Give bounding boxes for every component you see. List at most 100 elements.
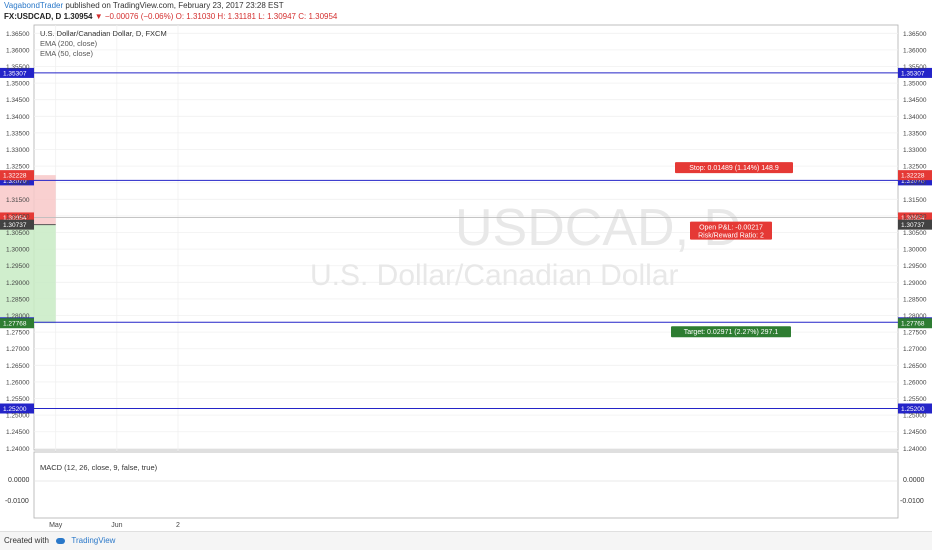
y-tick-label-right: 1.35000	[903, 81, 927, 88]
time-axis: May Jun 2	[49, 522, 180, 529]
x-tick-label: May	[49, 522, 63, 529]
price-badge-left	[0, 219, 34, 230]
y-tick-label-left: 1.25500	[6, 396, 30, 403]
author-link[interactable]: VagabondTrader	[4, 1, 64, 10]
macd-pane[interactable]	[33, 451, 899, 519]
watermark-name: U.S. Dollar/Canadian Dollar	[310, 259, 679, 292]
price-badge-text-left: 1.30954	[3, 215, 27, 222]
publish-info: published on TradingView.com, February 2…	[65, 1, 284, 10]
y-tick-label-right: 1.26500	[903, 363, 927, 370]
level-badge-text-right: 1.35307	[901, 70, 925, 77]
x-tick-label: Jun	[111, 522, 122, 529]
y-tick-label-left: 1.28000	[6, 313, 30, 320]
macd-tick-zero-right: 0.0000	[903, 477, 925, 484]
y-tick-label-left: 1.28500	[6, 296, 30, 303]
y-tick-label-left: 1.36500	[6, 31, 30, 38]
target-label-bg	[671, 326, 791, 338]
y-tick-label-right: 1.35500	[903, 64, 927, 71]
legend-title: U.S. Dollar/Canadian Dollar, D, FXCM	[40, 29, 167, 38]
macd-tick-neg-right: -0.0100	[900, 498, 924, 505]
y-tick-label-left: 1.26500	[6, 363, 30, 370]
y-tick-label-right: 1.24500	[903, 429, 927, 436]
price-badge-text-left: 1.30737	[3, 222, 27, 229]
y-tick-label-left: 1.30000	[6, 247, 30, 254]
y-tick-label-left: 1.32500	[6, 164, 30, 171]
y-tick-label-right: 1.28000	[903, 313, 927, 320]
usdcad-chart[interactable]: USDCAD, D U.S. Dollar/Canadian Dollar 1.…	[0, 0, 932, 531]
y-tick-label-left: 1.33000	[6, 147, 30, 154]
pnl-label-text: Risk/Reward Ratio: 2	[698, 233, 764, 240]
symbol-label: FX:USDCAD, D	[4, 12, 62, 21]
level-badge-right	[898, 67, 932, 78]
price-badge-right	[898, 219, 932, 230]
level-badge-text-left: 1.32070	[3, 178, 27, 185]
y-tick-label-left: 1.33500	[6, 130, 30, 137]
price-change: ▼ −0.00076 (−0.06%)	[94, 12, 174, 21]
price-badge-text-right: 1.30737	[901, 222, 925, 229]
y-tick-label-left: 1.35000	[6, 81, 30, 88]
y-tick-label-left: 1.29000	[6, 280, 30, 287]
y-tick-label-right: 1.27500	[903, 330, 927, 337]
legend-ema200: EMA (200, close)	[40, 39, 98, 48]
y-tick-label-left: 1.25000	[6, 413, 30, 420]
y-tick-label-left: 1.32000	[6, 180, 30, 187]
y-tick-label-right: 1.34500	[903, 97, 927, 104]
y-tick-label-right: 1.29000	[903, 280, 927, 287]
stop-label-bg	[675, 162, 793, 174]
price-badge-right	[898, 318, 932, 329]
x-tick-label: 2	[176, 522, 180, 529]
y-tick-label-left: 1.31500	[6, 197, 30, 204]
price-badge-text-right: 1.32228	[901, 173, 925, 180]
grid-lines	[34, 25, 898, 518]
y-tick-label-right: 1.34000	[903, 114, 927, 121]
target-label-text: Target: 0.02971 (2.27%) 297.1	[684, 329, 779, 336]
target-zone	[0, 224, 56, 324]
y-tick-label-left: 1.26000	[6, 379, 30, 386]
y-tick-label-left: 1.24500	[6, 429, 30, 436]
horizontal-levels: 1.353071.353071.320701.320701.277961.277…	[0, 67, 932, 414]
price-axes: 1.36500 1.36500 1.36000 1.36000 1.35500 1.355…	[6, 31, 927, 453]
level-badge-left	[0, 175, 34, 186]
y-tick-label-right: 1.36500	[903, 31, 927, 38]
y-tick-label-left: 1.27000	[6, 346, 30, 353]
y-tick-label-left: 1.35500	[6, 64, 30, 71]
y-tick-label-right: 1.25000	[903, 413, 927, 420]
level-badge-text-left: 1.25200	[3, 406, 27, 413]
price-badge-left	[0, 170, 34, 181]
y-tick-label-right: 1.27000	[903, 346, 927, 353]
price-badge-text-left: 1.32228	[3, 173, 27, 180]
stop-label-text: Stop: 0.01489 (1.14%) 148.9	[689, 165, 779, 172]
y-tick-label-right: 1.36000	[903, 47, 927, 54]
price-badge-text-right: 1.30954	[901, 215, 925, 222]
chart-legend: U.S. Dollar/Canadian Dollar, D, FXCM EMA…	[40, 29, 167, 58]
y-tick-label-right: 1.31000	[903, 213, 927, 220]
y-tick-label-right: 1.24000	[903, 446, 927, 453]
pnl-label-bg	[690, 221, 772, 240]
quote-line: FX:USDCAD, D 1.30954 ▼ −0.00076 (−0.06%)…	[4, 11, 932, 22]
price-badge-text-left: 1.27768	[3, 321, 27, 328]
created-with: Created with	[4, 536, 49, 545]
level-badge-left	[0, 67, 34, 78]
chart-header: VagabondTrader published on TradingView.…	[0, 0, 932, 24]
level-badge-right	[898, 403, 932, 414]
y-tick-label-left: 1.31000	[6, 213, 30, 220]
footer-bar: Created with TradingView	[0, 531, 932, 550]
y-tick-label-right: 1.26000	[903, 379, 927, 386]
y-tick-label-right: 1.33500	[903, 130, 927, 137]
y-tick-label-right: 1.30000	[903, 247, 927, 254]
publish-line: VagabondTrader published on TradingView.…	[4, 0, 932, 11]
legend-ema50: EMA (50, close)	[40, 49, 93, 58]
ohlc-values: O: 1.31030 H: 1.31181 L: 1.30947 C: 1.30…	[175, 12, 338, 21]
target-label: Target: 0.02971 (2.27%) 297.1	[671, 326, 791, 338]
level-badge-text-right: 1.25200	[901, 406, 925, 413]
price-badge-right	[898, 170, 932, 181]
macd-indicator	[34, 480, 898, 482]
price-badge-text-right: 1.27768	[901, 321, 925, 328]
position-labels: Stop: 0.01489 (1.14%) 148.9 Open P&L: -0.…	[671, 162, 793, 338]
tradingview-brand[interactable]: TradingView	[71, 536, 116, 545]
stop-label: Stop: 0.01489 (1.14%) 148.9	[675, 162, 793, 174]
level-badge-text-left: 1.35307	[3, 70, 27, 77]
last-price: 1.30954	[63, 12, 93, 21]
y-tick-label-right: 1.25500	[903, 396, 927, 403]
